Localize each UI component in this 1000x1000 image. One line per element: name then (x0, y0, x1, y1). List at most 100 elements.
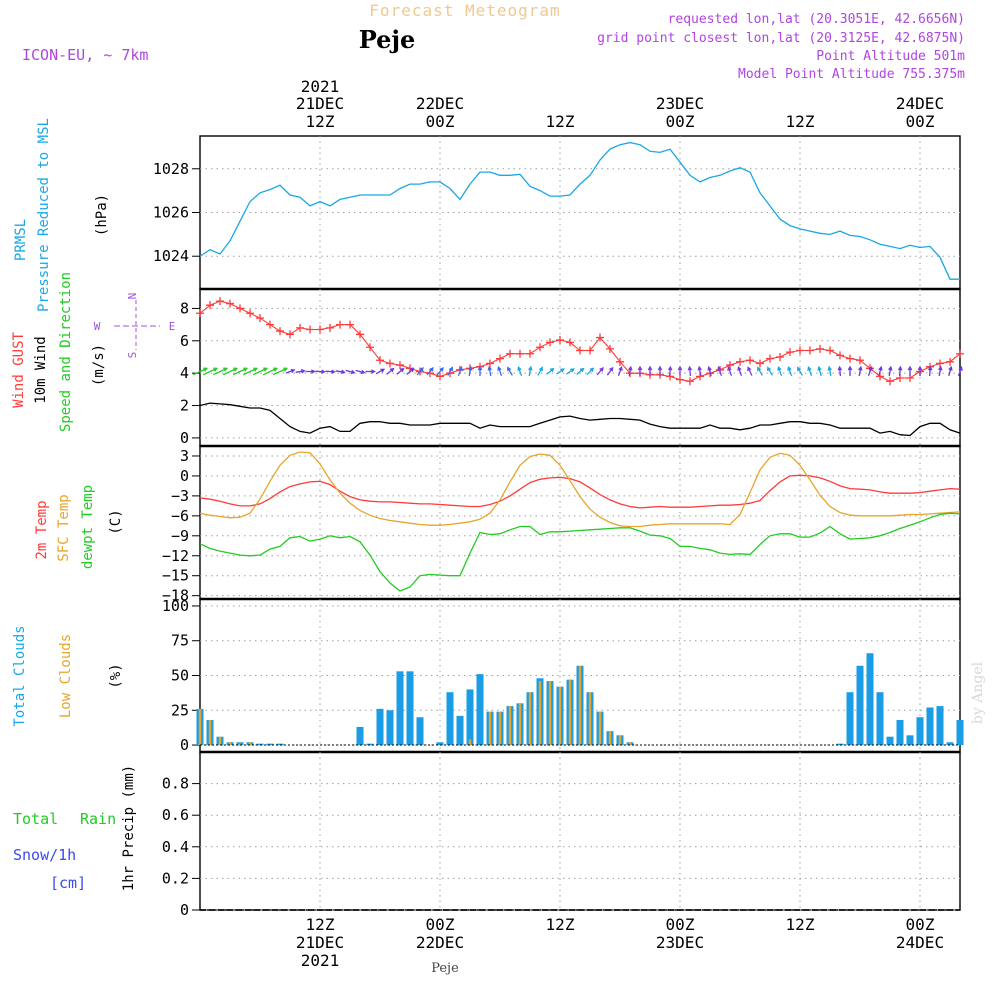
wind-arrow (426, 367, 434, 376)
total-cloud-bar (356, 726, 364, 746)
gust-marker (826, 346, 834, 355)
low-cloud-bar (548, 681, 552, 746)
bottom-time-label: 2021 (301, 951, 340, 970)
low-cloud-bar (628, 742, 632, 746)
gust-marker (786, 348, 794, 357)
compass-e: E (169, 320, 176, 333)
total-cloud-bar (936, 706, 944, 746)
wind-arrow (416, 367, 424, 376)
wind-arrow (697, 365, 702, 377)
total-cloud-bar (376, 708, 384, 746)
wind-arrow (468, 365, 473, 377)
percent-unit-label: (%) (108, 663, 124, 688)
wind-arrow (827, 365, 832, 377)
plot-layer (192, 141, 964, 911)
gust-marker (746, 356, 754, 365)
ytick-label: 2 (180, 397, 189, 415)
low-cloud-bar (538, 681, 542, 746)
bottom-time-label: 00Z (666, 915, 695, 934)
top-time-label: 23DEC (656, 94, 704, 113)
wind-arrow (477, 365, 483, 376)
ytick-label: 0 (180, 429, 189, 447)
ytick-label: 0 (180, 736, 189, 754)
top-time-label: 00Z (426, 112, 455, 131)
wind-arrow (487, 365, 492, 377)
gust-marker (756, 359, 764, 368)
gust-marker (606, 344, 614, 353)
wind-arrow (436, 367, 444, 376)
total-cloud-bar (266, 743, 274, 746)
wind-arrow (637, 365, 643, 376)
total-cloud-bar (446, 692, 454, 746)
wind-arrow (272, 367, 289, 376)
gust-marker (236, 304, 244, 313)
wind-arrow (305, 369, 316, 374)
low-cloud-bar (518, 703, 522, 746)
wind-arrow (837, 365, 843, 377)
gust-marker (386, 359, 394, 368)
low-cloud-bar (608, 731, 612, 746)
total-cloud-bar (906, 735, 914, 746)
wind-arrow (528, 365, 533, 377)
gust-marker (946, 357, 954, 366)
compass-rose: N S W E (94, 293, 176, 359)
bottom-time-label: 21DEC (296, 933, 344, 952)
ytick-label: 100 (162, 597, 189, 615)
wind-arrow (315, 369, 326, 374)
wind-arrow (917, 365, 923, 376)
ytick-label: 0.6 (162, 806, 189, 824)
top-time-label: 00Z (666, 112, 695, 131)
wind-arrow (907, 365, 913, 376)
gust-marker (726, 361, 734, 370)
snow-label: Snow/1h (13, 846, 76, 864)
bottom-time-label: 22DEC (416, 933, 464, 952)
total-cloud-bar (956, 720, 964, 746)
total-cloud-bar (846, 692, 854, 746)
ytick-label: 4 (180, 364, 189, 382)
gust-marker (336, 320, 344, 329)
gust-marker (766, 354, 774, 363)
wind-arrow (677, 365, 683, 376)
wind-arrow (295, 368, 306, 374)
ytick-label: 0.4 (162, 838, 189, 856)
wind-arrow (867, 366, 873, 377)
grid-lines (200, 136, 960, 911)
wind-arrow (555, 368, 565, 375)
gust-marker (586, 346, 594, 355)
ytick-label: 25 (171, 701, 189, 719)
low-cloud-bar (198, 708, 202, 746)
low-cloud-bar (508, 706, 512, 746)
total-cloud-bar (366, 743, 374, 746)
gust-marker (306, 325, 314, 334)
gust-marker (426, 369, 434, 378)
low-cloud-bar (588, 692, 592, 746)
gust-marker (346, 320, 354, 329)
hpa-unit-label: (hPa) (94, 194, 110, 236)
precip-unit-label: 1hr Precip (mm) (121, 765, 137, 891)
total-cloud-bar (886, 736, 894, 746)
speed-direction-label: Speed and Direction (58, 272, 74, 432)
gust-marker (886, 377, 894, 386)
low-cloud-bar (528, 692, 532, 746)
total-cloud-bar (866, 653, 874, 746)
total-label: Total (13, 810, 58, 828)
wind-arrow (497, 366, 503, 377)
top-time-label: 12Z (786, 112, 815, 131)
low-cloud-bar (488, 711, 492, 746)
gust-marker (556, 335, 564, 344)
cm-label: [cm] (50, 874, 86, 892)
wind-arrow (817, 365, 822, 377)
wind-arrow (576, 367, 585, 375)
wind-arrow (847, 365, 853, 376)
top-time-label: 00Z (906, 112, 935, 131)
ytick-label: 0.2 (162, 869, 189, 887)
wind-arrow (628, 365, 633, 377)
footer-location: Peje (431, 961, 459, 976)
10m-wind-label: 10m Wind (33, 336, 49, 403)
wind-arrow (212, 367, 229, 376)
c-unit-label: (C) (108, 509, 124, 534)
gust-marker (616, 357, 624, 366)
gust-marker (956, 349, 964, 358)
wind-arrow (777, 366, 783, 377)
ytick-label: 1024 (153, 247, 189, 265)
